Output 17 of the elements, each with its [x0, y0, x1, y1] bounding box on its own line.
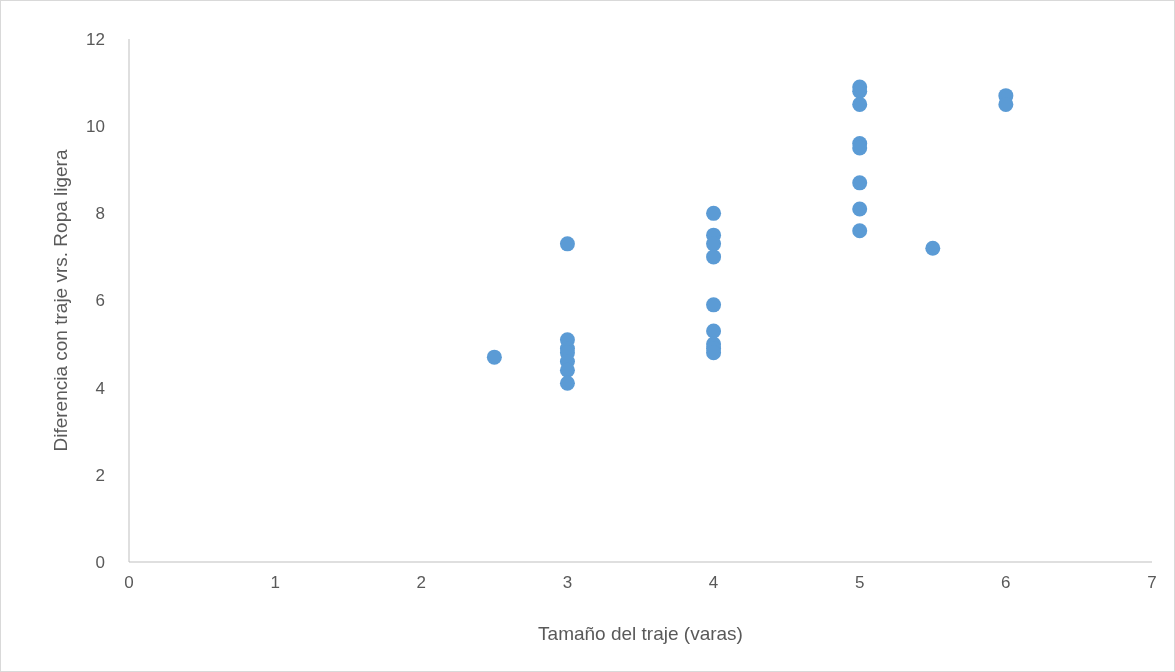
x-tick-label: 5 [854, 573, 865, 592]
x-tick-label: 3 [562, 573, 573, 592]
y-tick-label: 2 [95, 465, 105, 485]
y-tick-label: 10 [86, 117, 105, 137]
y-axis-title: Diferencia con traje vrs. Ropa ligera [50, 149, 71, 452]
x-axis-title: Tamaño del traje (varas) [538, 623, 743, 644]
y-tick-label: 0 [95, 552, 105, 572]
x-tick-label: 4 [708, 573, 719, 592]
x-tick-label: 7 [1147, 573, 1157, 592]
x-tick-label: 0 [124, 573, 134, 592]
x-tick-label: 2 [416, 573, 427, 592]
x-tick-label: 1 [270, 573, 280, 592]
x-tick-label: 6 [1001, 573, 1011, 592]
y-tick-label: 12 [86, 29, 105, 49]
y-tick-label: 8 [95, 204, 105, 224]
y-tick-label: 6 [95, 291, 105, 311]
y-tick-label: 4 [95, 378, 105, 398]
